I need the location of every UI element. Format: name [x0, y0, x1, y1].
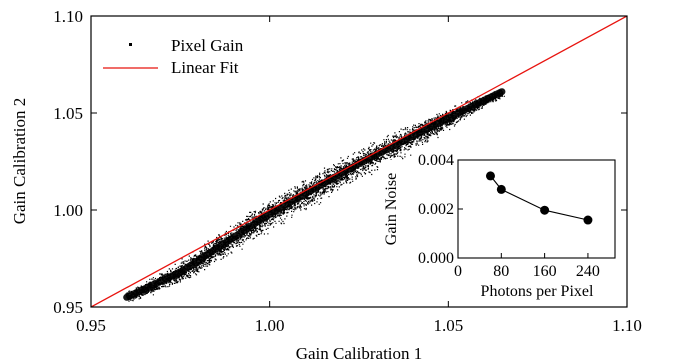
- inset-x-tick-label: 160: [533, 263, 557, 280]
- legend-label-pixel-gain: Pixel Gain: [171, 36, 244, 55]
- main-plot-frame: [90, 15, 628, 308]
- inset-x-tick-label: 240: [576, 263, 600, 280]
- main-x-tick-label: 1.10: [612, 316, 642, 335]
- inset-data-point: [583, 215, 593, 225]
- linear-fit-line: [91, 16, 627, 307]
- inset-y-tick-label: 0.004: [418, 152, 454, 169]
- main-x-tick-label: 1.05: [433, 316, 463, 335]
- main-plot: 0.95 1.00 1.05 1.10 0.95 1.00 1.05 1.10 Gain C…: [10, 7, 642, 363]
- inset-x-tick-label: 0: [454, 263, 462, 280]
- main-y-tick-label: 0.95: [53, 298, 83, 317]
- main-y-ticks: 0.95 1.00 1.05 1.10: [53, 7, 627, 317]
- pixel-gain-dense-core: [123, 88, 506, 301]
- main-y-tick-label: 1.00: [53, 201, 83, 220]
- inset-x-ticks: 0 80 160 240: [454, 253, 600, 280]
- main-y-axis-label: Gain Calibration 2: [10, 98, 29, 225]
- inset-y-tick-label: 0.002: [418, 201, 454, 218]
- inset-series-line: [490, 175, 589, 221]
- main-x-ticks: 0.95 1.00 1.05 1.10: [76, 16, 642, 335]
- inset-y-ticks: 0.000 0.002 0.004: [418, 152, 463, 267]
- main-y-tick-label: 1.10: [53, 7, 83, 26]
- legend-label-linear-fit: Linear Fit: [171, 58, 239, 77]
- legend: Pixel Gain Linear Fit: [103, 36, 244, 77]
- main-y-tick-label: 1.05: [53, 104, 83, 123]
- inset-data-point: [540, 205, 550, 215]
- main-x-axis-label: Gain Calibration 1: [296, 344, 423, 363]
- inset-x-tick-label: 80: [493, 263, 509, 280]
- legend-marker-pixel-gain: [129, 43, 132, 46]
- inset-y-axis-label: Gain Noise: [383, 173, 400, 245]
- inset-series-points: [485, 171, 593, 225]
- main-x-tick-label: 0.95: [76, 316, 106, 335]
- inset-plot-background: [381, 160, 615, 281]
- pixel-gain-scatter: [123, 88, 506, 302]
- inset-data-point: [496, 184, 506, 194]
- inset-data-point: [485, 171, 495, 181]
- inset-plot: 0 80 160 240 0.000 0.002 0.004 Photons per Pi…: [381, 152, 616, 300]
- inset-x-axis-label: Photons per Pixel: [481, 283, 594, 300]
- main-x-tick-label: 1.00: [255, 316, 285, 335]
- inset-y-tick-label: 0.000: [418, 250, 454, 267]
